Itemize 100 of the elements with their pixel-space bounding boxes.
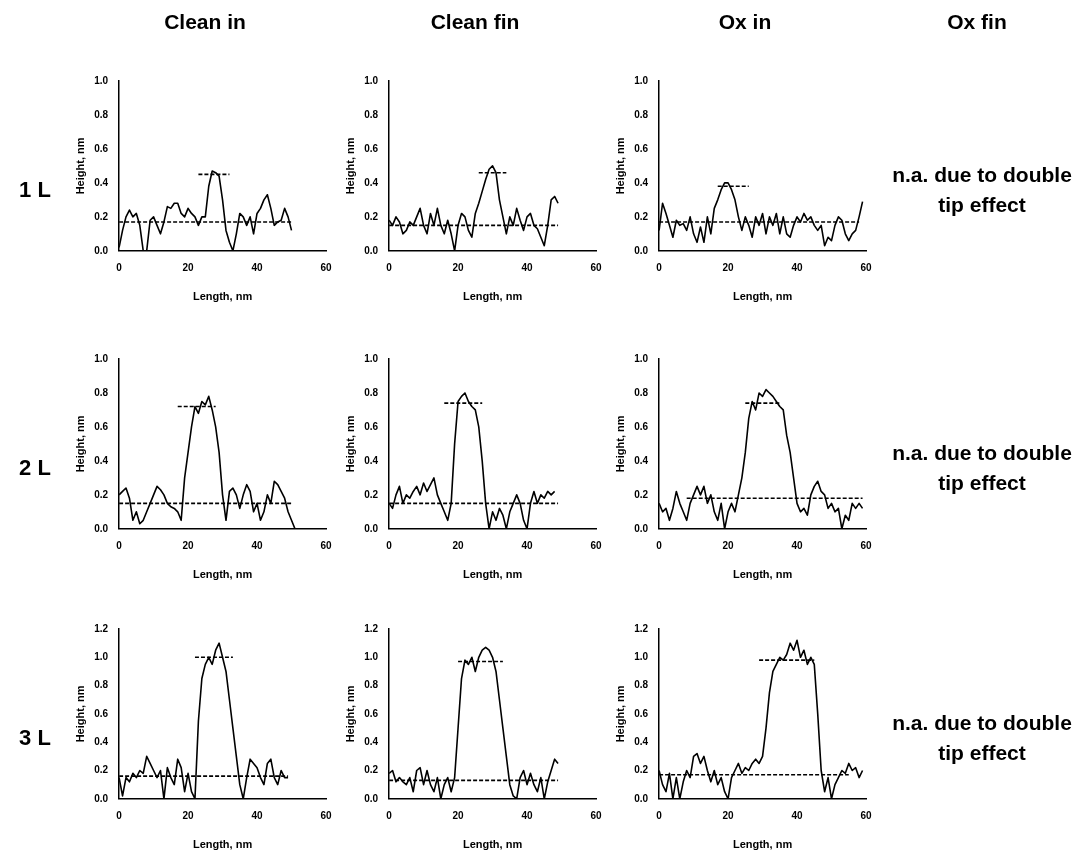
x-axis-title: Length, nm [192,568,253,581]
x-axis-title: Length, nm [462,568,523,581]
x-axis-title: Length, nm [192,290,253,303]
y-tick-label: 0.0 [364,792,379,804]
y-tick-label: 0.6 [634,420,649,432]
x-tick-label: 20 [182,809,195,821]
x-tick-label: 20 [722,809,735,821]
y-tick-label: 1.0 [94,74,109,86]
x-tick-label: 0 [116,539,123,551]
x-tick-label: 60 [590,809,602,821]
y-tick-label: 0.8 [364,386,379,398]
y-tick-label: 0.2 [364,764,379,776]
y-tick-label: 0.8 [94,108,109,120]
y-tick-label: 0.0 [634,522,649,534]
y-tick-label: 0.2 [634,764,649,776]
y-tick-label: 1.0 [94,352,109,364]
text: n.a. due to double tip effect [891,161,1073,218]
y-tick-label: 0.6 [364,707,379,719]
x-tick-label: 40 [791,809,804,821]
y-tick-label: 0.0 [94,244,109,256]
x-tick-label: 60 [590,261,602,273]
y-tick-label: 0.6 [94,142,109,154]
y-tick-label: 0.8 [634,679,649,691]
x-axis-title: Length, nm [462,838,523,851]
y-tick-label: 0.2 [364,210,379,222]
y-tick-label: 0.6 [364,420,379,432]
y-tick-label: 0.4 [634,735,649,747]
y-tick-label: 0.2 [364,488,379,500]
y-tick-label: 1.2 [634,622,649,634]
y-tick-label: 0.2 [94,210,109,222]
x-tick-label: 40 [251,539,264,551]
x-tick-label: 60 [590,539,602,551]
y-tick-label: 1.0 [364,651,379,663]
x-tick-label: 40 [521,809,534,821]
x-tick-label: 40 [251,261,264,273]
x-tick-label: 20 [182,261,195,273]
y-tick-label: 0.0 [94,522,109,534]
x-tick-label: 20 [452,809,465,821]
x-axis-title: Length, nm [732,290,793,303]
x-tick-label: 60 [860,809,872,821]
x-axis-title: Length, nm [732,568,793,581]
y-axis-title: Height, nm [343,137,356,195]
y-tick-label: 0.4 [94,454,109,466]
x-tick-label: 20 [722,261,735,273]
x-tick-label: 20 [452,261,465,273]
y-tick-label: 1.0 [634,74,649,86]
text: n.a. due to double tip effect [891,439,1073,496]
x-tick-label: 60 [320,539,332,551]
y-tick-label: 1.2 [94,622,109,634]
y-tick-label: 0.0 [94,792,109,804]
y-tick-label: 1.0 [94,651,109,663]
y-axis-title: Height, nm [73,137,86,195]
y-tick-label: 0.6 [634,707,649,719]
y-tick-label: 0.8 [634,108,649,120]
y-tick-label: 0.4 [94,176,109,188]
y-tick-label: 0.4 [94,735,109,747]
y-tick-label: 1.0 [634,352,649,364]
chart-title: Ox in [717,10,773,34]
y-tick-label: 1.0 [364,74,379,86]
y-tick-label: 0.2 [94,488,109,500]
x-tick-label: 20 [182,539,195,551]
y-axis-title: Height, nm [613,137,626,195]
x-axis-title: Length, nm [192,838,253,851]
y-tick-label: 1.0 [364,352,379,364]
y-tick-label: 0.6 [634,142,649,154]
y-tick-label: 0.0 [634,244,649,256]
text: 3 L [18,725,52,751]
y-tick-label: 0.4 [634,454,649,466]
x-axis-title: Length, nm [462,290,523,303]
y-tick-label: 0.8 [364,108,379,120]
x-tick-label: 60 [320,261,332,273]
text: 2 L [18,455,52,481]
x-tick-label: 40 [521,261,534,273]
y-tick-label: 0.2 [634,210,649,222]
y-tick-label: 0.2 [634,488,649,500]
x-tick-label: 60 [320,809,332,821]
y-tick-label: 0.6 [94,420,109,432]
text: Ox fin [946,10,1008,34]
chart-title: Clean in [163,10,247,34]
x-tick-label: 60 [860,539,872,551]
x-tick-label: 0 [116,809,123,821]
y-tick-label: 0.4 [364,735,379,747]
chart-title: Clean fin [429,10,521,34]
x-axis-title: Length, nm [732,838,793,851]
y-tick-label: 0.0 [364,522,379,534]
y-tick-label: 0.2 [94,764,109,776]
y-axis-title: Height, nm [343,685,356,743]
x-tick-label: 40 [791,539,804,551]
x-tick-label: 20 [722,539,735,551]
y-axis-title: Height, nm [73,415,86,473]
y-tick-label: 0.8 [94,386,109,398]
y-tick-label: 0.6 [94,707,109,719]
y-tick-label: 0.0 [364,244,379,256]
x-tick-label: 40 [791,261,804,273]
y-axis-title: Height, nm [343,415,356,473]
y-tick-label: 1.2 [364,622,379,634]
text: n.a. due to double tip effect [891,709,1073,766]
x-tick-label: 0 [386,809,393,821]
x-tick-label: 0 [656,539,663,551]
x-tick-label: 40 [251,809,264,821]
